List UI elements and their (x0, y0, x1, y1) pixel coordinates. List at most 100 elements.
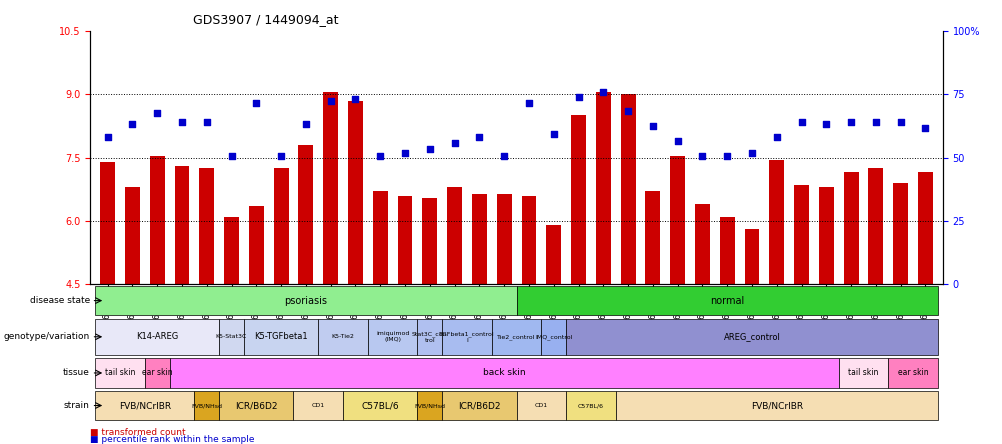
FancyBboxPatch shape (218, 391, 294, 420)
Bar (496, 194, 511, 284)
Point (718, 152, 734, 159)
Point (372, 152, 388, 159)
Bar (174, 166, 189, 284)
Point (743, 150, 760, 157)
Text: tissue: tissue (63, 369, 90, 377)
Bar (769, 160, 784, 284)
Text: ear skin: ear skin (141, 369, 172, 377)
Text: TGFbeta1_control
l: TGFbeta1_control l (439, 331, 494, 342)
Text: normal: normal (709, 296, 743, 305)
FancyBboxPatch shape (417, 391, 442, 420)
FancyBboxPatch shape (565, 391, 615, 420)
Text: IMQ_control: IMQ_control (534, 334, 572, 340)
FancyBboxPatch shape (95, 358, 144, 388)
FancyBboxPatch shape (888, 358, 937, 388)
Bar (868, 168, 883, 284)
Point (99, 133, 115, 140)
Text: imiquimod
(IMQ): imiquimod (IMQ) (376, 331, 409, 342)
Text: FVB/NCrIBR: FVB/NCrIBR (749, 401, 802, 410)
Bar (546, 225, 560, 284)
Bar (348, 101, 363, 284)
FancyBboxPatch shape (218, 319, 243, 355)
Text: tail skin: tail skin (105, 369, 135, 377)
Text: Stat3C_con
trol: Stat3C_con trol (412, 331, 447, 342)
FancyBboxPatch shape (442, 319, 491, 355)
Bar (570, 115, 585, 284)
FancyBboxPatch shape (95, 286, 516, 315)
Bar (299, 145, 313, 284)
Point (594, 89, 610, 96)
Bar (669, 155, 684, 284)
Bar (472, 194, 486, 284)
Bar (818, 187, 833, 284)
FancyBboxPatch shape (491, 319, 541, 355)
Bar (917, 172, 932, 284)
Point (644, 123, 660, 130)
Point (570, 93, 586, 100)
FancyBboxPatch shape (169, 358, 838, 388)
Bar (373, 191, 388, 284)
Text: AREG_control: AREG_control (722, 332, 780, 341)
Point (471, 133, 487, 140)
Text: K5-TGFbeta1: K5-TGFbeta1 (255, 332, 308, 341)
FancyBboxPatch shape (294, 391, 343, 420)
Bar (274, 168, 289, 284)
Bar (422, 198, 437, 284)
Point (693, 152, 709, 159)
FancyBboxPatch shape (417, 319, 442, 355)
Point (496, 152, 512, 159)
Point (173, 118, 189, 125)
Bar (719, 217, 733, 284)
Text: genotype/variation: genotype/variation (4, 332, 90, 341)
Bar (125, 187, 139, 284)
Bar (521, 196, 536, 284)
Point (892, 118, 908, 125)
Text: CD1: CD1 (534, 403, 547, 408)
FancyBboxPatch shape (194, 391, 218, 420)
FancyBboxPatch shape (565, 319, 937, 355)
Point (124, 120, 140, 127)
Bar (694, 204, 709, 284)
Point (149, 110, 165, 117)
Point (818, 120, 834, 127)
FancyBboxPatch shape (442, 391, 516, 420)
Point (397, 150, 413, 157)
Text: ICR/B6D2: ICR/B6D2 (458, 401, 500, 410)
Bar (743, 230, 759, 284)
Text: ■ transformed count: ■ transformed count (90, 428, 185, 437)
Text: tail skin: tail skin (848, 369, 878, 377)
Text: FVB/NCrIBR: FVB/NCrIBR (118, 401, 170, 410)
Bar (397, 196, 412, 284)
Point (768, 133, 784, 140)
Point (248, 99, 265, 107)
Text: ICR/B6D2: ICR/B6D2 (234, 401, 278, 410)
Text: back skin: back skin (482, 369, 525, 377)
Text: CD1: CD1 (312, 403, 325, 408)
Text: K14-AREG: K14-AREG (136, 332, 178, 341)
Point (843, 118, 859, 125)
Bar (893, 183, 907, 284)
Text: C57BL/6: C57BL/6 (361, 401, 399, 410)
Point (619, 108, 635, 115)
FancyBboxPatch shape (838, 358, 888, 388)
Point (793, 118, 809, 125)
Text: C57BL/6: C57BL/6 (577, 403, 603, 408)
FancyBboxPatch shape (541, 319, 565, 355)
Point (520, 99, 536, 107)
Point (446, 139, 462, 147)
FancyBboxPatch shape (95, 391, 194, 420)
Point (198, 118, 214, 125)
Point (669, 137, 685, 144)
Text: K5-Tie2: K5-Tie2 (332, 334, 354, 339)
Bar (100, 162, 115, 284)
Bar (447, 187, 462, 284)
Bar (644, 191, 659, 284)
Text: ■ percentile rank within the sample: ■ percentile rank within the sample (90, 435, 255, 444)
FancyBboxPatch shape (368, 319, 417, 355)
Text: FVB/NHsd: FVB/NHsd (191, 403, 222, 408)
Text: Tie2_control: Tie2_control (497, 334, 535, 340)
FancyBboxPatch shape (516, 286, 937, 315)
Bar (223, 217, 238, 284)
Bar (794, 185, 809, 284)
Text: ear skin: ear skin (897, 369, 928, 377)
